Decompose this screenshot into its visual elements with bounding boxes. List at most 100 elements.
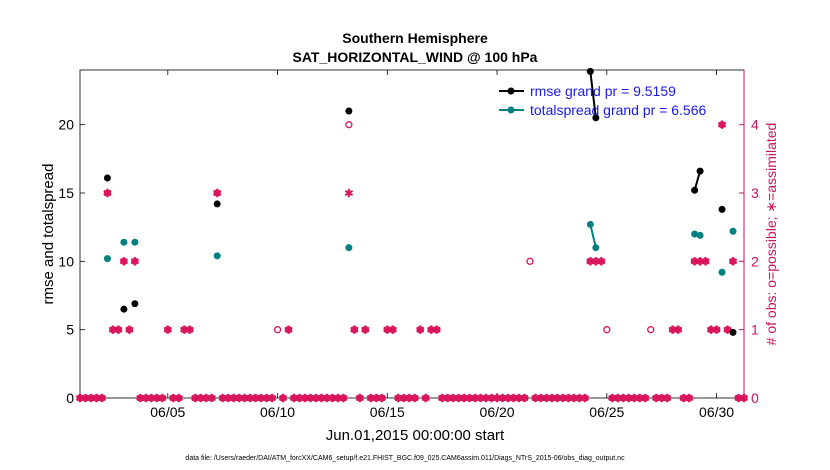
y-tick-label-right: 2: [751, 253, 759, 269]
y-tick-label-left: 15: [58, 185, 74, 201]
totalspread-point: [592, 244, 600, 252]
rmse-point: [592, 114, 600, 122]
totalspread-point: [586, 220, 594, 228]
obs-zero-assimilated-marker: [580, 393, 590, 403]
obs-zero-assimilated-marker: [377, 393, 386, 403]
totalspread-point: [120, 238, 128, 246]
obs-zero-assimilated-marker: [684, 393, 694, 403]
legend-rmse-marker: [507, 87, 515, 95]
rmse-point: [131, 300, 139, 308]
rmse-point: [120, 305, 128, 313]
obs-possible-marker: [647, 326, 655, 334]
rmse-point: [345, 107, 353, 115]
obs-assimilated-marker: [213, 188, 222, 198]
y-tick-label-right: 4: [751, 117, 759, 133]
left-axis-ticks: 0 5 10 15 20: [58, 117, 85, 406]
obs-zero-assimilated-marker: [174, 393, 183, 403]
obs-zero-assimilated-marker: [421, 393, 430, 403]
rmse-point: [729, 328, 737, 336]
y-axis-label-left: rmse and totalspread: [40, 164, 57, 305]
obs-assimilated-marker: [388, 325, 397, 334]
obs-zero-assimilated-marker: [278, 393, 288, 403]
obs-assimilated-marker: [185, 325, 194, 334]
rmse-point: [691, 186, 699, 194]
totalspread-line-segment: [589, 224, 597, 248]
obs-zero-assimilated-marker: [158, 393, 167, 403]
obs-possible-marker: [345, 121, 353, 129]
obs-possible-marker: [603, 326, 611, 334]
totalspread-point: [696, 231, 704, 239]
y-tick-label-left: 10: [58, 253, 74, 269]
obs-assimilated-marker: [597, 257, 606, 266]
obs-zero-markers: [75, 393, 749, 403]
obs-zero-assimilated-marker: [97, 393, 107, 403]
x-tick-label: 06/05: [150, 404, 185, 420]
x-tick-label: 06/30: [699, 404, 734, 420]
totalspread-series: [103, 220, 737, 276]
obs-assimilated-marker: [125, 325, 134, 334]
obs-assimilated-marker: [361, 325, 370, 334]
obs-zero-assimilated-marker: [410, 393, 419, 403]
x-tick-label: 06/25: [589, 404, 624, 420]
obs-zero-assimilated-marker: [520, 393, 529, 403]
x-axis-ticks: 06/05 06/10 06/15 06/20 06/25 06/30: [150, 70, 734, 420]
obs-possible-marker: [526, 257, 534, 265]
obs-assimilated-marker: [163, 325, 172, 334]
obs-zero-assimilated-marker: [739, 393, 749, 403]
obs-assimilated-marker: [344, 188, 354, 198]
obs-assimilated-marker: [673, 325, 683, 334]
obs-assimilated-marker: [103, 188, 112, 198]
obs-assimilated-marker: [416, 325, 425, 334]
obs-assimilated-marker: [717, 120, 727, 129]
obs-assimilated-marker: [284, 325, 293, 334]
chart-title: Southern Hemisphere: [342, 30, 488, 46]
y-axis-label-right: # of obs: o=possible; ∗=assimilated: [763, 123, 779, 346]
rmse-point: [586, 67, 594, 75]
rmse-point: [696, 167, 704, 175]
obs-assimilated-marker: [701, 257, 710, 266]
obs-zero-assimilated-marker: [641, 393, 650, 403]
legend-spread-marker: [507, 106, 515, 114]
totalspread-point: [103, 255, 111, 263]
totalspread-point: [213, 252, 221, 260]
legend-spread-label: totalspread grand pr = 6.566: [530, 102, 707, 118]
rmse-point: [213, 200, 221, 208]
rmse-point: [103, 174, 111, 182]
obs-assimilated-marker: [728, 257, 738, 266]
obs-assimilated-marker: [432, 325, 441, 334]
y-tick-label-right: 0: [751, 390, 759, 406]
obs-assimilated-marker: [130, 257, 140, 266]
obs-assimilated-marker: [114, 325, 123, 334]
y-tick-label-left: 5: [66, 322, 74, 338]
obs-zero-assimilated-marker: [663, 393, 672, 403]
x-axis-label: Jun.01,2015 00:00:00 start: [326, 427, 505, 444]
obs-assimilated-marker: [350, 325, 359, 334]
obs-zero-assimilated-marker: [267, 393, 277, 403]
y-tick-label-left: 0: [66, 390, 74, 406]
obs-possible-marker: [273, 326, 282, 334]
rmse-point: [718, 205, 726, 213]
x-tick-label: 06/20: [480, 404, 515, 420]
x-tick-label: 06/15: [370, 404, 405, 420]
legend: rmse grand pr = 9.5159 totalspread grand…: [499, 83, 707, 118]
x-tick-label: 06/10: [260, 404, 295, 420]
chart-subtitle: SAT_HORIZONTAL_WIND @ 100 hPa: [293, 49, 538, 65]
totalspread-point: [345, 244, 353, 252]
y-tick-label-right: 1: [751, 322, 759, 338]
obs-zero-assimilated-marker: [207, 393, 216, 403]
data-file-footnote: data file: /Users/raeder/DAI/ATM_forcXX/…: [185, 455, 625, 462]
y-tick-label-left: 20: [58, 117, 74, 133]
obs-assimilated-markers: [103, 120, 738, 334]
totalspread-point: [718, 268, 726, 276]
totalspread-point: [691, 230, 699, 238]
obs-zero-assimilated-marker: [339, 393, 348, 403]
rmse-series: [103, 67, 737, 336]
legend-rmse-label: rmse grand pr = 9.5159: [530, 83, 676, 99]
y-tick-label-right: 3: [751, 185, 759, 201]
obs-assimilated-marker: [119, 257, 129, 266]
obs-zero-assimilated-marker: [355, 393, 365, 403]
obs-assimilated-marker: [712, 325, 721, 334]
totalspread-point: [131, 238, 139, 246]
totalspread-point: [729, 227, 737, 235]
